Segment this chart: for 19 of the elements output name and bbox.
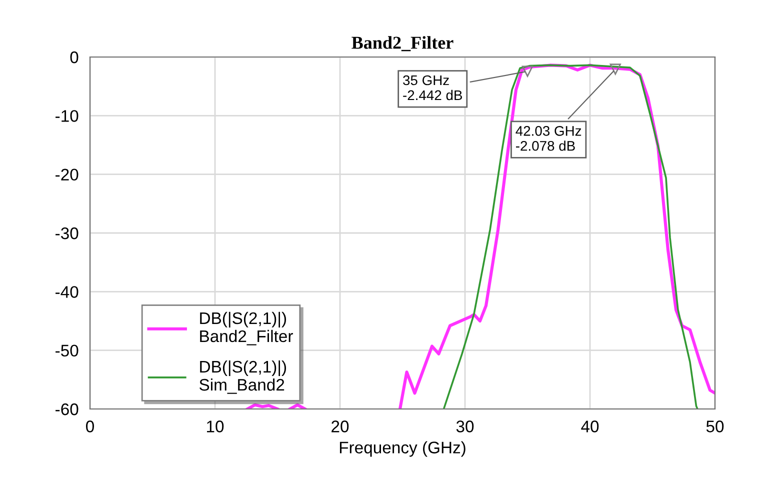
x-tick-label: 40 (581, 420, 599, 432)
y-tick-label: -30 (56, 227, 78, 240)
y-tick-label: -60 (56, 403, 78, 416)
y-tick-label: -10 (56, 110, 78, 122)
annotation: 42.03 GHz -2.078 dB (516, 126, 582, 151)
annotation: 35 GHz -2.442 dB (403, 75, 462, 100)
x-axis-title: Frequency (GHz) (340, 441, 466, 457)
x-tick-label: 30 (456, 420, 474, 432)
chart-title: Band2_Filter (352, 36, 454, 52)
x-tick-label: 10 (207, 420, 224, 432)
x-tick-label: 20 (332, 420, 349, 432)
y-tick-label: 0 (70, 51, 78, 64)
x-tick-label: 50 (706, 420, 724, 432)
legend-label: DB(|S(2,1)|) Band2_Filter (200, 312, 293, 346)
y-tick-label: -40 (56, 286, 78, 298)
x-tick-label: 0 (86, 420, 94, 432)
y-tick-label: -50 (56, 344, 78, 357)
y-tick-label: -20 (56, 168, 78, 181)
legend-label: DB(|S(2,1)|) Sim_Band2 (200, 360, 286, 394)
